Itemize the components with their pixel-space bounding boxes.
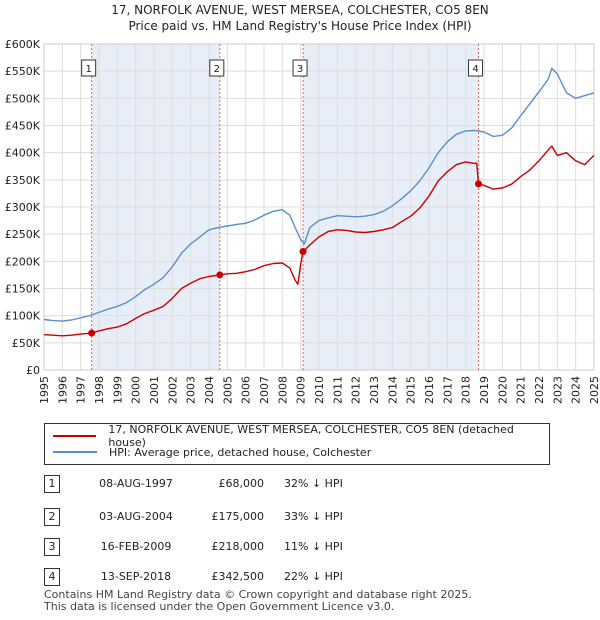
y-tick-label: £250K: [5, 228, 41, 241]
series-lines: [43, 67, 595, 337]
transaction-price: £218,000: [211, 540, 265, 553]
legend-swatch-property: [53, 435, 97, 437]
plot-border: [43, 43, 595, 371]
legend-item-hpi: HPI: Average price, detached house, Colc…: [53, 444, 371, 460]
transaction-label: 3: [297, 64, 303, 75]
legend-label-property: 17, NORFOLK AVENUE, WEST MERSEA, COLCHES…: [108, 423, 514, 449]
x-tick-label: 2005: [221, 376, 234, 404]
x-tick-label: 2019: [478, 376, 491, 404]
x-tick-label: 2025: [588, 376, 600, 404]
x-tick-label: 2006: [240, 376, 253, 404]
transaction-label-box: [209, 59, 225, 77]
table-row: 2 03-AUG-2004 £175,000 33% ↓ HPI: [44, 508, 564, 526]
y-tick-label: £0: [26, 364, 40, 377]
table-row: 4 13-SEP-2018 £342,500 22% ↓ HPI: [44, 568, 564, 586]
chart-subtitle: Price paid vs. HM Land Registry's House …: [128, 19, 471, 33]
transaction-marker: [88, 329, 96, 337]
x-tick-label: 2003: [185, 376, 198, 404]
transaction-number: 3: [44, 538, 60, 556]
transaction-markers: [88, 180, 482, 337]
x-tick-label: 2000: [130, 376, 143, 404]
y-tick-label: £500K: [5, 92, 41, 105]
footer: Contains HM Land Registry data © Crown c…: [44, 589, 472, 613]
footer-licence: This data is licensed under the Open Gov…: [44, 600, 395, 613]
x-tick-label: 2014: [386, 376, 399, 404]
x-axis-ticks: 1995 1996 1997 1998 1999 2000 2001 2002 2003 2004…: [38, 376, 600, 404]
transaction-labels: 1 2 3 4: [81, 59, 483, 77]
table-row: 1 08-AUG-1997 £68,000 32% ↓ HPI: [44, 475, 564, 493]
x-tick-label: 2016: [423, 376, 436, 404]
transaction-hpi: 33% ↓ HPI: [284, 510, 343, 523]
y-tick-label: £50K: [12, 337, 41, 350]
x-tick-label: 2009: [295, 376, 308, 404]
transaction-label: 1: [85, 64, 91, 75]
footer-copyright: Contains HM Land Registry data © Crown c…: [44, 588, 472, 601]
x-tick-label: 2024: [570, 376, 583, 404]
x-tick-label: 1995: [38, 376, 51, 404]
transaction-hpi: 22% ↓ HPI: [284, 570, 343, 583]
transaction-label-box: [292, 59, 308, 77]
transaction-label: 4: [472, 64, 478, 75]
transaction-number: 2: [44, 508, 60, 526]
transaction-marker: [299, 248, 307, 256]
transaction-price: £68,000: [218, 477, 265, 490]
transaction-date: 16-FEB-2009: [100, 540, 172, 553]
transaction-hpi: 11% ↓ HPI: [284, 540, 343, 553]
x-tick-label: 1996: [56, 376, 69, 404]
legend-label-hpi: HPI: Average price, detached house, Colc…: [109, 445, 372, 459]
transaction-price: £342,500: [211, 570, 265, 583]
price-chart: 17, NORFOLK AVENUE, WEST MERSEA, COLCHES…: [5, 3, 600, 404]
x-tick-label: 2011: [331, 376, 344, 404]
transaction-date: 13-SEP-2018: [100, 570, 172, 583]
x-tick-label: 2015: [405, 376, 418, 404]
transaction-marker: [216, 271, 224, 279]
transaction-hpi: 32% ↓ HPI: [284, 477, 343, 490]
x-tick-label: 1998: [93, 376, 106, 404]
x-tick-label: 2023: [551, 376, 564, 404]
transaction-label-box: [81, 59, 97, 77]
x-tick-label: 2012: [350, 376, 363, 404]
x-tick-label: 2020: [496, 376, 509, 404]
x-tick-label: 2010: [313, 376, 326, 404]
transaction-label-box: [468, 59, 483, 77]
table-row: 3 16-FEB-2009 £218,000 11% ↓ HPI: [44, 538, 564, 556]
transaction-date: 03-AUG-2004: [99, 510, 173, 523]
series-line: [43, 145, 595, 337]
transaction-number: 4: [44, 568, 60, 586]
y-tick-label: £550K: [5, 65, 41, 78]
y-tick-label: £300K: [5, 201, 41, 214]
x-tick-label: 2007: [258, 376, 271, 404]
y-tick-label: £350K: [5, 174, 41, 187]
chart-title: 17, NORFOLK AVENUE, WEST MERSEA, COLCHES…: [111, 3, 489, 17]
x-tick-label: 2018: [460, 376, 473, 404]
x-tick-label: 2017: [441, 376, 454, 404]
series-line: [43, 67, 595, 322]
y-tick-label: £450K: [5, 120, 41, 133]
y-tick-label: £200K: [5, 255, 41, 268]
transaction-number: 1: [44, 475, 60, 493]
x-tick-label: 2004: [203, 376, 216, 404]
y-tick-label: £600K: [5, 38, 41, 51]
x-tick-label: 2022: [533, 376, 546, 404]
legend-swatch-hpi: [53, 451, 97, 453]
x-tick-label: 2002: [166, 376, 179, 404]
y-tick-label: £150K: [5, 283, 41, 296]
x-tick-label: 1997: [75, 376, 88, 404]
transaction-price: £175,000: [211, 510, 265, 523]
x-tick-label: 2001: [148, 376, 161, 404]
x-tick-label: 2008: [276, 376, 289, 404]
transaction-date: 08-AUG-1997: [99, 477, 173, 490]
legend-item-property: 17, NORFOLK AVENUE, WEST MERSEA, COLCHES…: [53, 423, 549, 449]
transaction-marker: [475, 180, 482, 188]
gridlines: [43, 43, 595, 371]
x-tick-label: 2013: [368, 376, 381, 404]
transaction-label: 2: [214, 64, 220, 75]
legend: 17, NORFOLK AVENUE, WEST MERSEA, COLCHES…: [44, 423, 550, 465]
y-tick-label: £400K: [5, 147, 41, 160]
y-axis-ticks: £0 £50K £100K £150K £200K £250K £300K £350K £400…: [5, 38, 41, 377]
x-tick-label: 2021: [515, 376, 528, 404]
x-tick-label: 1999: [111, 376, 124, 404]
y-tick-label: £100K: [5, 310, 41, 323]
